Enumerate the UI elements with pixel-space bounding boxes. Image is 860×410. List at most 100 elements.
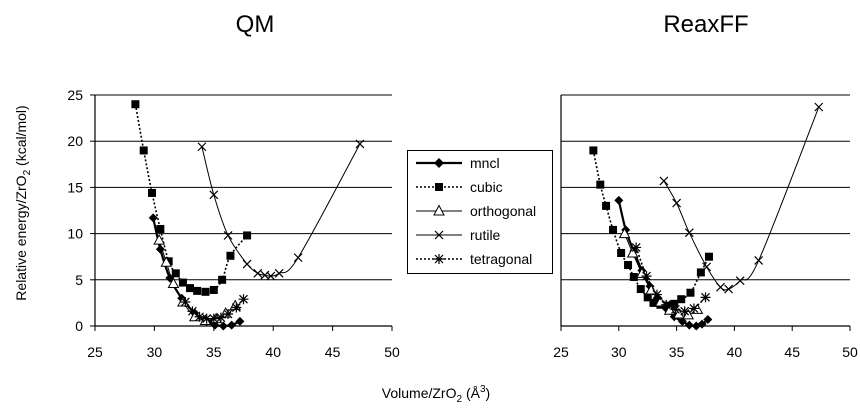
legend-label-mncl: mncl bbox=[470, 155, 500, 171]
reaxff-rutile-point bbox=[659, 176, 669, 186]
rutile-legend-swatch bbox=[416, 230, 462, 240]
reaxff-orthogonal-point bbox=[626, 246, 639, 258]
qm-rutile-point bbox=[293, 253, 303, 263]
qm-rutile-point bbox=[274, 268, 284, 278]
qm-rutile-point bbox=[242, 259, 252, 269]
qm-cubic-point bbox=[193, 286, 202, 295]
reaxff-rutile-point bbox=[724, 284, 734, 294]
qm-x-tick-label: 50 bbox=[384, 344, 400, 360]
legend-label-rutile: rutile bbox=[470, 227, 501, 243]
qm-mncl-point bbox=[235, 316, 245, 326]
reaxff-cubic-point bbox=[704, 252, 713, 261]
qm-x-tick-label: 30 bbox=[147, 344, 163, 360]
qm-orthogonal-point bbox=[167, 277, 180, 288]
reaxff-panel-title: ReaxFF bbox=[663, 11, 748, 38]
reaxff-cubic-point bbox=[686, 288, 695, 297]
reaxff-x-tick-label: 50 bbox=[842, 344, 858, 360]
qm-tetragonal-point bbox=[208, 313, 219, 324]
qm-x-tick-label: 25 bbox=[87, 344, 103, 360]
reaxff-rutile-point bbox=[672, 198, 682, 208]
reaxff-rutile-line bbox=[663, 106, 820, 291]
qm-tetragonal-point bbox=[194, 311, 205, 322]
qm-cubic-point bbox=[148, 188, 157, 197]
qm-tetragonal-point bbox=[215, 312, 226, 323]
reaxff-tetragonal-point bbox=[679, 306, 690, 317]
reaxff-cubic-point bbox=[589, 146, 598, 155]
qm-rutile-point bbox=[253, 268, 263, 278]
qm-cubic-point bbox=[178, 278, 187, 287]
legend-label-cubic: cubic bbox=[470, 179, 503, 195]
tetragonal-legend-swatch bbox=[416, 254, 462, 264]
legend-item-rutile: rutile bbox=[414, 225, 550, 245]
reaxff-cubic-point bbox=[609, 225, 618, 234]
qm-rutile-point bbox=[355, 139, 365, 149]
qm-cubic-point bbox=[156, 224, 165, 233]
reaxff-mncl-point bbox=[703, 315, 713, 325]
legend-label-tetragonal: tetragonal bbox=[470, 251, 533, 267]
legend-item-tetragonal: tetragonal bbox=[414, 249, 550, 269]
qm-rutile-point bbox=[266, 271, 276, 281]
reaxff-tetragonal-point bbox=[688, 303, 699, 314]
qm-mncl-point bbox=[227, 320, 237, 330]
reaxff-tetragonal-point bbox=[631, 242, 642, 253]
qm-orthogonal-point bbox=[160, 256, 173, 267]
legend-item-orthogonal: orthogonal bbox=[414, 201, 550, 221]
qm-mncl-point bbox=[148, 213, 158, 223]
qm-cubic-point bbox=[243, 231, 252, 240]
reaxff-cubic-point bbox=[629, 273, 638, 282]
legend-label-orthogonal: orthogonal bbox=[470, 203, 537, 219]
qm-mncl-point bbox=[218, 321, 228, 331]
reaxff-cubic-point bbox=[670, 299, 679, 308]
reaxff-tetragonal-point bbox=[651, 289, 662, 300]
reaxff-cubic-point bbox=[636, 285, 645, 294]
reaxff-cubic-point bbox=[643, 293, 652, 302]
reaxff-tetragonal-point bbox=[641, 271, 652, 282]
reaxff-cubic-point bbox=[696, 268, 705, 277]
reaxff-x-tick-label: 30 bbox=[611, 344, 627, 360]
legend: mncl cubic orthogonal rutile bbox=[407, 150, 553, 274]
qm-orthogonal-point bbox=[153, 234, 166, 245]
mncl-legend-swatch bbox=[416, 158, 462, 168]
qm-y-tick-label: 10 bbox=[67, 226, 83, 242]
qm-rutile-point bbox=[197, 142, 207, 152]
reaxff-x-tick-label: 45 bbox=[784, 344, 800, 360]
reaxff-cubic-point bbox=[602, 201, 611, 210]
qm-tetragonal-point bbox=[180, 296, 191, 307]
reaxff-mncl-point bbox=[697, 319, 707, 329]
qm-y-tick-label: 15 bbox=[67, 179, 83, 195]
reaxff-mncl-point bbox=[684, 320, 694, 330]
qm-y-tick-label: 20 bbox=[67, 133, 83, 149]
reaxff-rutile-point bbox=[814, 102, 824, 112]
reaxff-cubic-point bbox=[596, 180, 605, 189]
reaxff-rutile-point bbox=[735, 276, 745, 286]
qm-cubic-point bbox=[226, 251, 235, 260]
qm-y-tick-label: 25 bbox=[67, 87, 83, 103]
orthogonal-legend-swatch bbox=[416, 204, 462, 216]
qm-cubic-line bbox=[134, 104, 248, 293]
cubic-legend-swatch bbox=[416, 183, 462, 191]
qm-panel-title: QM bbox=[236, 11, 275, 38]
reaxff-rutile-point bbox=[754, 255, 764, 265]
qm-x-tick-label: 40 bbox=[265, 344, 281, 360]
reaxff-cubic-point bbox=[649, 298, 658, 307]
qm-cubic-point bbox=[201, 287, 210, 296]
reaxff-cubic-point bbox=[617, 249, 626, 258]
qm-y-tick-label: 0 bbox=[75, 318, 83, 334]
qm-tetragonal-point bbox=[223, 308, 234, 319]
qm-y-tick-label: 5 bbox=[75, 272, 83, 288]
reaxff-mncl-point bbox=[614, 195, 624, 205]
qm-cubic-point bbox=[171, 269, 180, 278]
qm-cubic-point bbox=[218, 275, 227, 284]
reaxff-tetragonal-point bbox=[700, 292, 711, 303]
reaxff-cubic-point bbox=[624, 261, 633, 270]
reaxff-rutile-point bbox=[702, 262, 712, 272]
legend-item-cubic: cubic bbox=[414, 177, 550, 197]
qm-x-tick-label: 45 bbox=[325, 344, 341, 360]
legend-item-mncl: mncl bbox=[414, 153, 550, 173]
reaxff-x-tick-label: 35 bbox=[669, 344, 685, 360]
reaxff-rutile-point bbox=[684, 228, 694, 238]
qm-panel: 25 30 35 40 45 50 0 5 10 15 20 25 bbox=[67, 87, 400, 360]
qm-tetragonal-point bbox=[187, 306, 198, 317]
reaxff-orthogonal-point bbox=[636, 267, 648, 278]
